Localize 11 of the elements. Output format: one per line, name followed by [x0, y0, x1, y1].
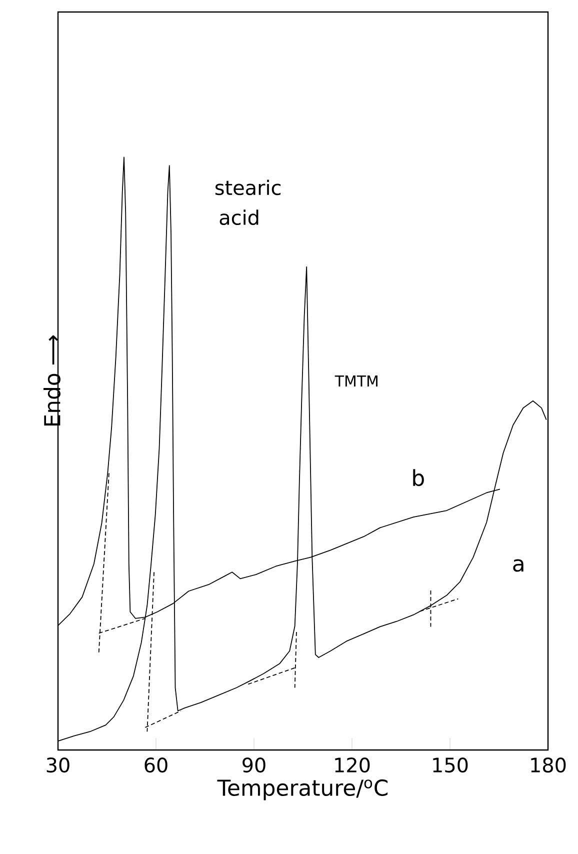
- x-axis-title: Temperature/$^{o}$C: [217, 779, 388, 800]
- annotation: stearic acid: [215, 180, 280, 226]
- x-tick-label: 60: [144, 758, 168, 773]
- annotation: a: [513, 559, 524, 572]
- annotation: b: [413, 469, 424, 486]
- x-tick-label: 30: [46, 758, 70, 773]
- x-tick-label: 180: [531, 758, 566, 773]
- x-tick-label: 90: [242, 758, 266, 773]
- x-tick-label: 120: [335, 758, 370, 773]
- x-tick-label: 150: [433, 758, 468, 773]
- annotation: TMTM: [334, 376, 378, 386]
